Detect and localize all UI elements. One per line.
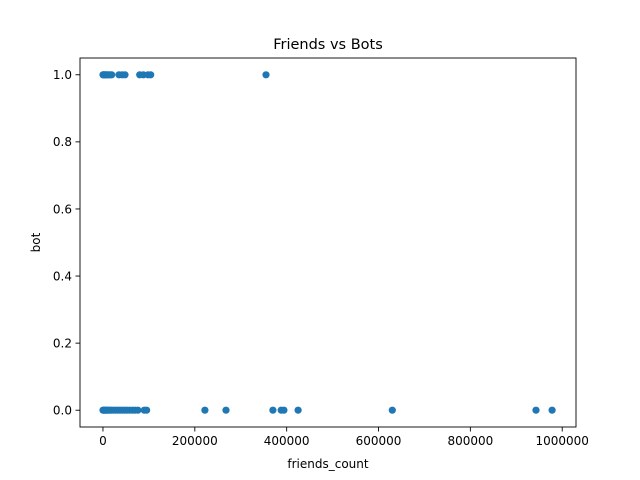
data-point [121,71,129,79]
x-tick-label: 1000000 [535,434,588,448]
data-point [548,406,556,414]
y-tick-label: 0.0 [53,404,72,418]
data-point [147,71,155,79]
x-tick-label: 600000 [356,434,402,448]
x-tick-label: 0 [99,434,107,448]
data-point [262,71,270,79]
data-point [280,406,288,414]
data-point [222,406,230,414]
x-tick-label: 200000 [172,434,218,448]
y-tick-label: 0.4 [53,269,72,283]
data-point [388,406,396,414]
data-point [532,406,540,414]
y-tick-label: 1.0 [53,68,72,82]
x-axis: 0 200000 400000 600000 800000 1000000 [99,427,589,448]
x-tick-label: 800000 [447,434,493,448]
y-tick-label: 0.8 [53,135,72,149]
data-point [201,406,209,414]
plot-frame [79,57,577,428]
y-axis: 0.0 0.2 0.4 0.6 0.8 1.0 [53,68,80,418]
y-tick-label: 0.6 [53,202,72,216]
x-tick-label: 400000 [264,434,310,448]
x-axis-label: friends_count [287,457,369,471]
data-point [269,406,277,414]
data-point [108,71,116,79]
data-point [143,406,151,414]
data-points [99,71,556,414]
y-tick-label: 0.2 [53,336,72,350]
y-axis-label: bot [29,232,43,252]
chart-title: Friends vs Bots [273,37,383,53]
data-point [294,406,302,414]
data-point [134,406,142,414]
